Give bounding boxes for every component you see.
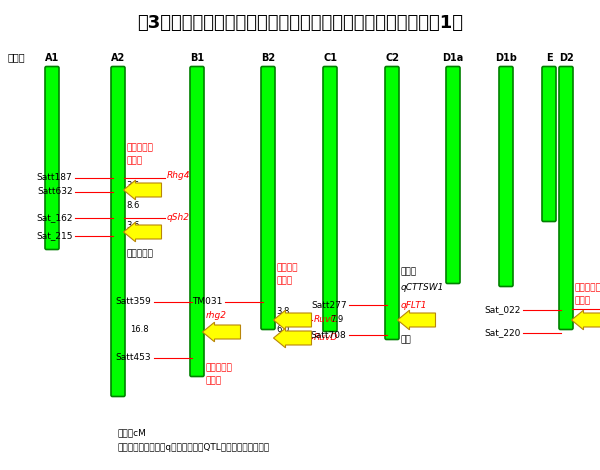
Text: Sat_162: Sat_162	[36, 213, 73, 222]
Text: センチュウ: センチュウ	[575, 283, 600, 292]
FancyBboxPatch shape	[446, 66, 460, 283]
Text: Satt359: Satt359	[116, 298, 151, 306]
Text: 耐冷性: 耐冷性	[401, 267, 416, 276]
Text: 6.0: 6.0	[277, 326, 290, 335]
Text: A1: A1	[45, 53, 59, 63]
Text: センチュウ: センチュウ	[205, 363, 232, 373]
Text: 16.8: 16.8	[130, 324, 149, 334]
Text: qFLT1: qFLT1	[401, 300, 427, 310]
Text: 13.3: 13.3	[575, 318, 593, 327]
Text: Satt453: Satt453	[116, 353, 151, 362]
FancyArrow shape	[274, 310, 311, 330]
FancyArrow shape	[124, 222, 161, 242]
Text: RuvD: RuvD	[314, 334, 338, 343]
Text: 3.6: 3.6	[127, 220, 140, 229]
FancyBboxPatch shape	[499, 66, 513, 287]
Text: 8.6: 8.6	[127, 202, 140, 211]
Text: B1: B1	[190, 53, 204, 63]
Text: rhg2: rhg2	[205, 312, 227, 321]
Text: B2: B2	[261, 53, 275, 63]
FancyArrow shape	[571, 310, 600, 330]
Text: Sat_220: Sat_220	[484, 329, 521, 337]
FancyBboxPatch shape	[261, 66, 275, 329]
Text: Sat_215: Sat_215	[36, 232, 73, 241]
Text: Rhg4: Rhg4	[167, 172, 190, 180]
Text: Satt632: Satt632	[37, 188, 73, 196]
Text: Satt708: Satt708	[311, 330, 347, 339]
Text: TM031: TM031	[192, 298, 223, 306]
FancyBboxPatch shape	[111, 66, 125, 397]
FancyBboxPatch shape	[385, 66, 399, 339]
Text: 冠水抵抗性: 冠水抵抗性	[127, 250, 154, 259]
FancyBboxPatch shape	[45, 66, 59, 250]
Text: 遺伝子記号の頭文字qは量的形質（QTL）であることを示す: 遺伝子記号の頭文字qは量的形質（QTL）であることを示す	[118, 443, 270, 452]
Text: ウイルス: ウイルス	[277, 264, 298, 273]
Text: D1b: D1b	[495, 53, 517, 63]
Text: 連鎖群: 連鎖群	[8, 52, 26, 62]
FancyBboxPatch shape	[542, 66, 556, 221]
Text: 抵抗性: 抵抗性	[205, 376, 221, 385]
Text: 抵抗性: 抵抗性	[277, 276, 293, 285]
Text: 図3．病害虫抵抗性遺伝子座と近接したマーカーの同定（その1）: 図3．病害虫抵抗性遺伝子座と近接したマーカーの同定（その1）	[137, 14, 463, 32]
Text: 3.8: 3.8	[277, 307, 290, 316]
Text: qSh2: qSh2	[167, 212, 190, 221]
FancyBboxPatch shape	[559, 66, 573, 329]
FancyArrow shape	[274, 328, 311, 348]
FancyArrow shape	[203, 322, 241, 342]
Text: qCTTSW1: qCTTSW1	[401, 283, 444, 292]
Text: D1a: D1a	[442, 53, 464, 63]
Text: D2: D2	[559, 53, 574, 63]
Text: 単位はcM: 単位はcM	[118, 428, 147, 437]
Text: 抵抗性: 抵抗性	[575, 297, 590, 306]
Text: 熱性: 熱性	[401, 336, 411, 345]
FancyBboxPatch shape	[190, 66, 204, 376]
Text: Sat_022: Sat_022	[484, 306, 521, 314]
Text: C2: C2	[385, 53, 399, 63]
Text: Satt277: Satt277	[311, 300, 347, 310]
Text: RuvC: RuvC	[314, 315, 337, 324]
Text: E: E	[545, 53, 553, 63]
Text: A2: A2	[111, 53, 125, 63]
Text: Satt187: Satt187	[37, 173, 73, 182]
FancyArrow shape	[398, 310, 436, 330]
FancyArrow shape	[124, 180, 161, 200]
Text: 抵抗性: 抵抗性	[127, 157, 143, 165]
Text: 7.9: 7.9	[330, 315, 343, 324]
FancyBboxPatch shape	[323, 66, 337, 331]
Text: C1: C1	[323, 53, 337, 63]
Text: 3.5: 3.5	[127, 180, 140, 189]
Text: センチュウ: センチュウ	[127, 143, 154, 152]
